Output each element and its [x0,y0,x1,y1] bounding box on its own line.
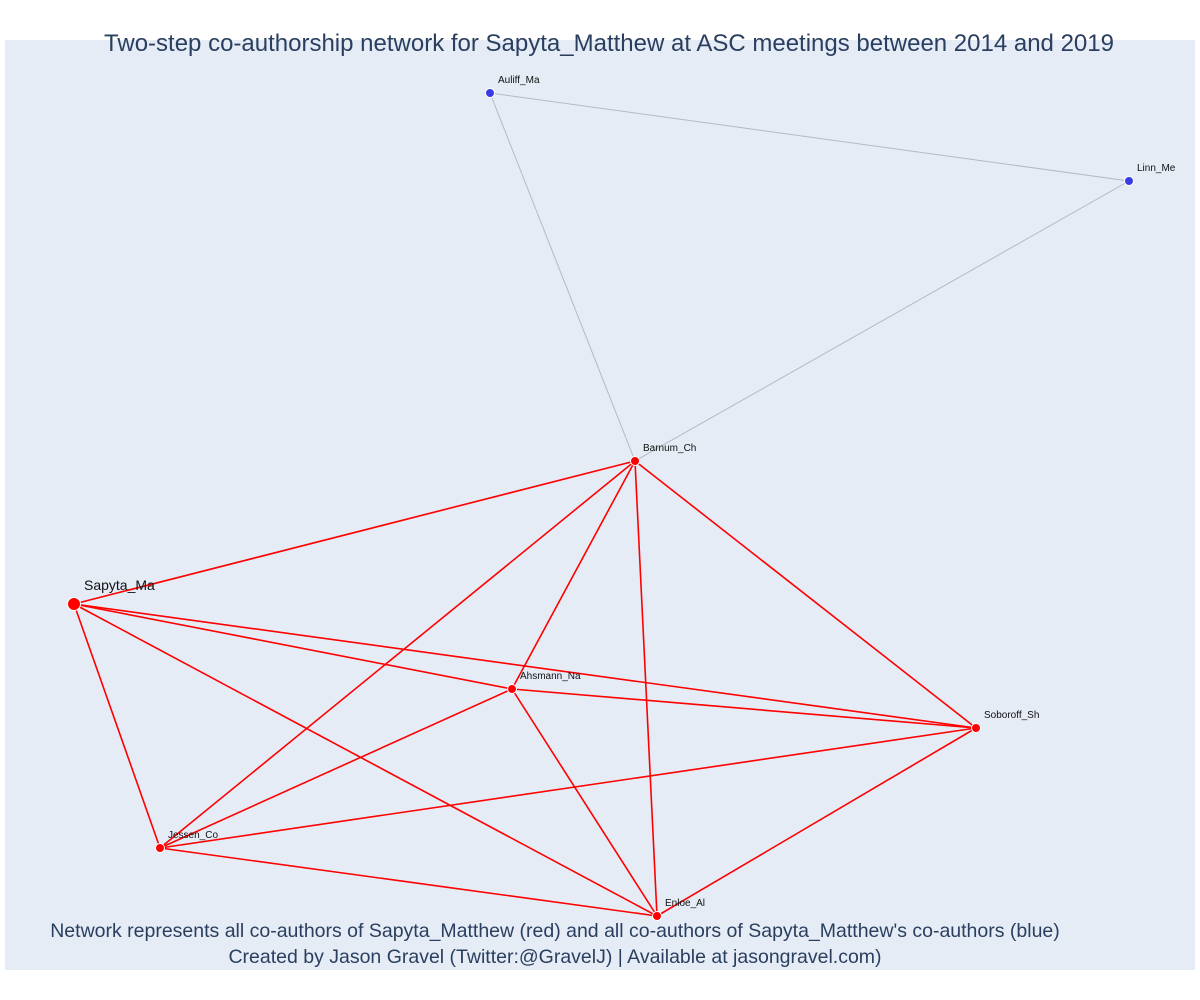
edges-layer [73,92,1130,917]
edge-Jessen_Co-Soboroff_Sh [159,727,977,849]
edge-Sapyta_Ma-Barnum_Ch [73,460,636,605]
edge-Auliff_Ma-Linn_Me [489,92,1130,182]
node-Soboroff_Sh[interactable] [971,723,981,733]
node-label-Jessen_Co: Jessen_Co [168,830,218,841]
edge-Sapyta_Ma-Ahsmann_Na [73,603,513,690]
edge-Auliff_Ma-Barnum_Ch [489,92,636,462]
edge-Ahsmann_Na-Jessen_Co [159,688,513,849]
edge-Sapyta_Ma-Enloe_Al [73,603,658,917]
edge-Jessen_Co-Enloe_Al [159,847,658,917]
network-plot-area [5,40,1195,970]
labels-layer: Sapyta_Ma Barnum_Ch Ahsmann_Na Soboroff_Sh J… [84,75,1176,909]
node-Barnum_Ch[interactable] [630,456,640,466]
edge-Barnum_Ch-Jessen_Co [159,460,636,849]
node-Jessen_Co[interactable] [155,843,165,853]
caption-line-2: Created by Jason Gravel (Twitter:@Gravel… [228,946,882,968]
node-label-Soboroff_Sh: Soboroff_Sh [984,710,1039,721]
node-Linn_Me[interactable] [1124,176,1134,186]
chart-title: Two-step co-authorship network for Sapyt… [104,30,1114,57]
edge-Barnum_Ch-Enloe_Al [634,460,658,917]
node-label-Linn_Me: Linn_Me [1137,163,1176,174]
node-label-Ahsmann_Na: Ahsmann_Na [520,671,581,682]
caption: Network represents all co-authors of Sap… [0,918,1110,970]
edge-Ahsmann_Na-Enloe_Al [511,688,658,917]
edge-Enloe_Al-Soboroff_Sh [656,727,977,917]
node-label-Sapyta_Ma: Sapyta_Ma [84,577,155,593]
node-label-Auliff_Ma: Auliff_Ma [498,75,540,86]
node-Ahsmann_Na[interactable] [507,684,517,694]
node-label-Enloe_Al: Enloe_Al [665,898,705,909]
nodes-layer [67,88,1134,921]
node-Enloe_Al[interactable] [652,911,662,921]
edge-Sapyta_Ma-Jessen_Co [73,603,161,849]
caption-line-1: Network represents all co-authors of Sap… [50,920,1060,942]
edge-Ahsmann_Na-Soboroff_Sh [511,688,977,729]
node-label-Barnum_Ch: Barnum_Ch [643,443,696,454]
node-Sapyta_Ma[interactable] [67,597,81,611]
edge-Linn_Me-Barnum_Ch [634,180,1130,462]
edge-Barnum_Ch-Ahsmann_Na [511,460,636,690]
edge-Barnum_Ch-Soboroff_Sh [634,460,977,729]
node-Auliff_Ma[interactable] [485,88,495,98]
